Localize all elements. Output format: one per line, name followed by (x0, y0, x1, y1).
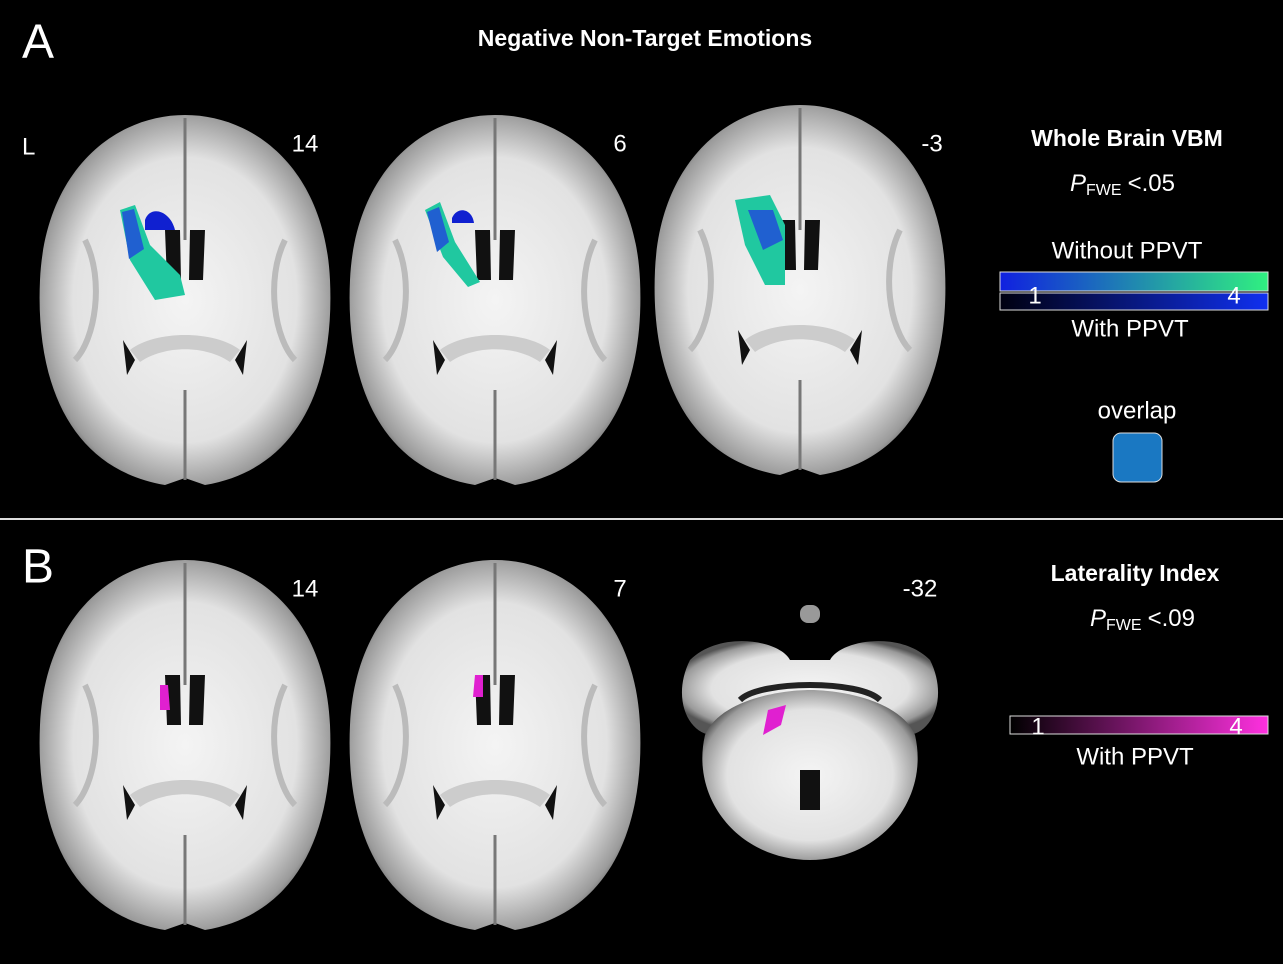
colorbar (999, 271, 1269, 292)
slice-label: 7 (613, 575, 626, 602)
p-threshold: PFWE <.09 (1090, 605, 1195, 634)
brain-slice (40, 115, 331, 485)
cluster (122, 209, 144, 259)
p-threshold: PFWE <.05 (1070, 170, 1175, 199)
slice-label: 14 (292, 130, 319, 157)
cluster (145, 211, 175, 230)
bar-max: 4 (1227, 282, 1240, 309)
cluster (748, 210, 783, 250)
brain-slice (40, 560, 331, 930)
slice-label: -32 (903, 575, 938, 602)
cluster (427, 207, 449, 252)
brain-slice (655, 105, 946, 475)
side-label: L (22, 133, 35, 160)
cluster (763, 705, 786, 735)
colorbar (1009, 715, 1269, 735)
slice-label: -3 (921, 130, 942, 157)
bar-min: 1 (1028, 282, 1041, 309)
legend-heading: Laterality Index (1051, 560, 1220, 586)
panel-label: A (22, 16, 54, 69)
overlap-swatch (1112, 432, 1163, 483)
cluster (452, 210, 474, 223)
slice-label: 6 (613, 130, 626, 157)
cluster (473, 675, 483, 697)
overlap-label: overlap (1098, 397, 1177, 424)
colorbar (999, 292, 1269, 311)
panel-label: B (22, 541, 54, 594)
cluster (160, 685, 170, 710)
bar-max: 4 (1229, 713, 1242, 740)
legend-heading: Whole Brain VBM (1031, 125, 1223, 151)
title: Negative Non-Target Emotions (478, 25, 812, 51)
brain-slice (681, 605, 939, 860)
bar-label: With PPVT (1071, 315, 1189, 342)
brain-slice (350, 115, 641, 485)
bar-label: Without PPVT (1052, 237, 1203, 264)
slice-label: 14 (292, 575, 319, 602)
bar-label: With PPVT (1076, 743, 1194, 770)
bar-min: 1 (1031, 713, 1044, 740)
brain-slice (350, 560, 641, 930)
